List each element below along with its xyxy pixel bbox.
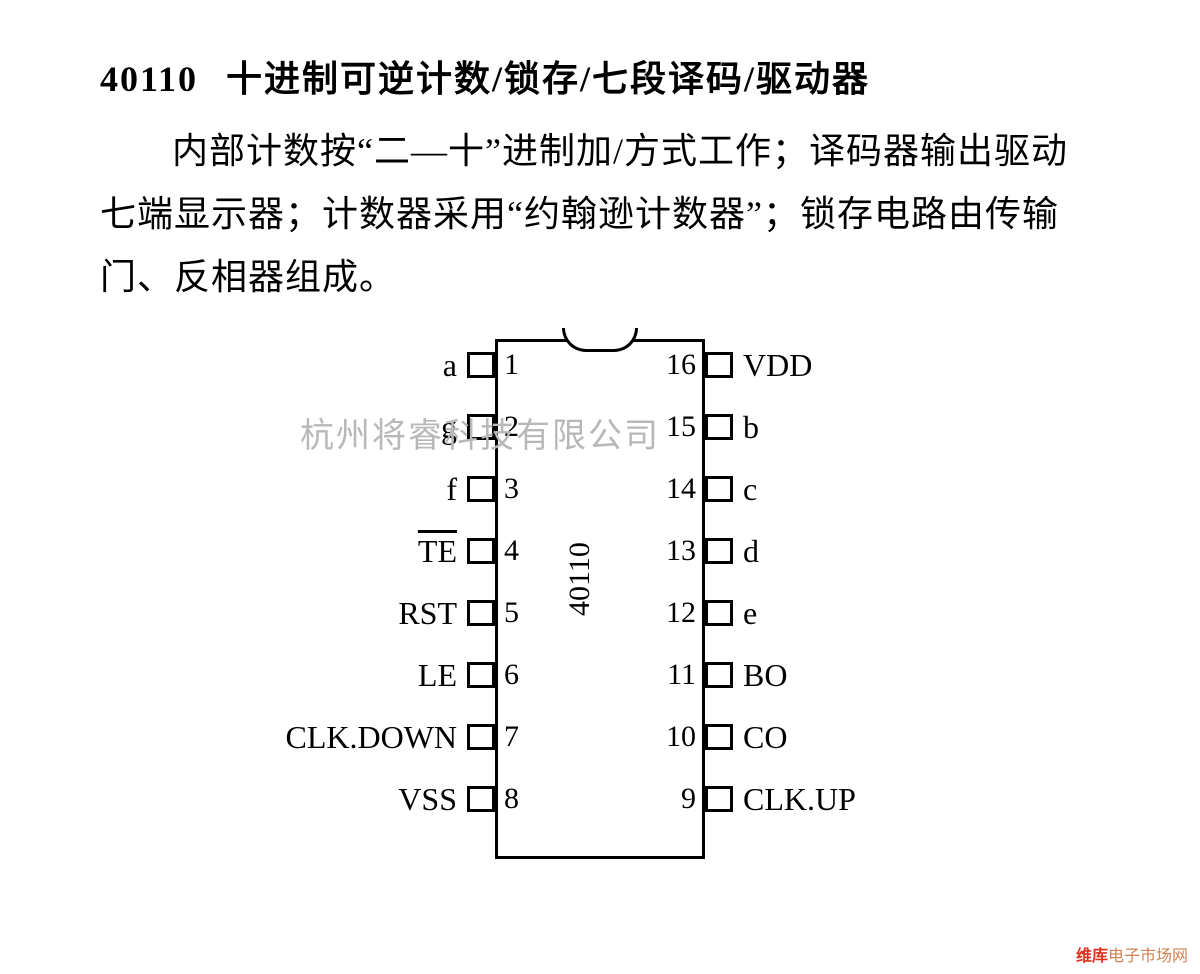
- pin-5: RST5: [100, 592, 495, 634]
- datasheet-page: 40110 十进制可逆计数/锁存/七段译码/驱动器 内部计数按“二—十”进制加/方…: [0, 0, 1200, 909]
- chip-part-label: 40110: [563, 542, 597, 616]
- pin-label: c: [733, 471, 767, 508]
- pin-3: f3: [100, 468, 495, 510]
- pin-label: g: [431, 409, 467, 446]
- pin-label: d: [733, 533, 769, 570]
- description-text: 内部计数按“二—十”进制加/方式工作；译码器输出驱动七端显示器；计数器采用“约翰…: [100, 120, 1100, 309]
- pin-13: 13d: [705, 530, 1100, 572]
- pin-label: e: [733, 595, 767, 632]
- pin-6: LE6: [100, 654, 495, 696]
- part-number: 40110: [100, 59, 198, 99]
- pin-pad-icon: [705, 786, 733, 812]
- pin-pad-icon: [705, 724, 733, 750]
- pin-label: CLK.DOWN: [275, 719, 467, 756]
- footer-rest: 电子市场网: [1108, 948, 1188, 965]
- pin-pad-icon: [705, 600, 733, 626]
- pin-number: 1: [504, 348, 519, 382]
- pin-number: 6: [504, 658, 519, 692]
- pin-label: f: [436, 471, 467, 508]
- chip-pinout-diagram: 40110 a1g2f3TE4RST5LE6CLK.DOWN7VSS8 16VD…: [100, 329, 1100, 889]
- pin-pad-icon: [705, 662, 733, 688]
- pin-number: 7: [504, 720, 519, 754]
- pin-number: 12: [666, 596, 696, 630]
- pin-pad-icon: [467, 414, 495, 440]
- pin-pad-icon: [705, 476, 733, 502]
- page-title: 40110 十进制可逆计数/锁存/七段译码/驱动器: [100, 50, 1100, 102]
- pin-number: 15: [666, 410, 696, 444]
- part-title: 十进制可逆计数/锁存/七段译码/驱动器: [226, 59, 870, 99]
- pin-7: CLK.DOWN7: [100, 716, 495, 758]
- pin-label: CLK.UP: [733, 781, 866, 818]
- pin-number: 10: [666, 720, 696, 754]
- pin-label: TE: [408, 533, 467, 570]
- pin-number: 11: [667, 658, 696, 692]
- pin-number: 16: [666, 348, 696, 382]
- pin-label: RST: [388, 595, 467, 632]
- pin-pad-icon: [467, 724, 495, 750]
- pin-number: 5: [504, 596, 519, 630]
- pin-pad-icon: [467, 600, 495, 626]
- footer-brand: 维库: [1076, 948, 1108, 965]
- chip-notch: [562, 328, 638, 352]
- pin-pad-icon: [467, 352, 495, 378]
- pin-pad-icon: [705, 538, 733, 564]
- pin-number: 3: [504, 472, 519, 506]
- pin-1: a1: [100, 344, 495, 386]
- pin-pad-icon: [705, 414, 733, 440]
- pin-label: BO: [733, 657, 797, 694]
- pin-label: b: [733, 409, 769, 446]
- pin-label: VDD: [733, 347, 822, 384]
- pin-pad-icon: [705, 352, 733, 378]
- pin-pad-icon: [467, 786, 495, 812]
- pin-4: TE4: [100, 530, 495, 572]
- pin-pad-icon: [467, 662, 495, 688]
- pin-pad-icon: [467, 476, 495, 502]
- pin-label: CO: [733, 719, 797, 756]
- pin-label: a: [433, 347, 467, 384]
- pin-number: 9: [681, 782, 696, 816]
- pin-16: 16VDD: [705, 344, 1100, 386]
- pin-number: 2: [504, 410, 519, 444]
- pin-8: VSS8: [100, 778, 495, 820]
- pin-2: g2: [100, 406, 495, 448]
- pin-9: 9CLK.UP: [705, 778, 1100, 820]
- pin-14: 14c: [705, 468, 1100, 510]
- footer-watermark: 维库电子市场网: [1076, 942, 1188, 966]
- pin-label: VSS: [388, 781, 467, 818]
- pin-10: 10CO: [705, 716, 1100, 758]
- pin-label: LE: [408, 657, 467, 694]
- pin-number: 4: [504, 534, 519, 568]
- pin-12: 12e: [705, 592, 1100, 634]
- pin-15: 15b: [705, 406, 1100, 448]
- pin-number: 13: [666, 534, 696, 568]
- pin-11: 11BO: [705, 654, 1100, 696]
- pin-pad-icon: [467, 538, 495, 564]
- pin-number: 8: [504, 782, 519, 816]
- pin-number: 14: [666, 472, 696, 506]
